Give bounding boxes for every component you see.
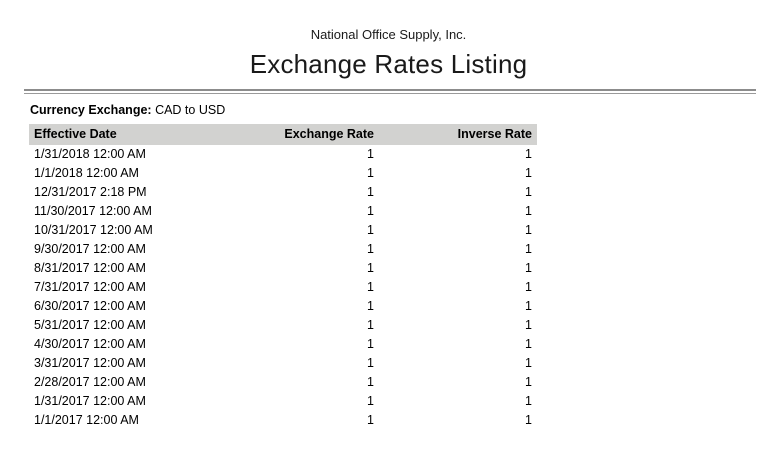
exchange-rate-cell: 1: [367, 394, 374, 409]
table-row: 6/30/2017 12:00 AM 1 1: [29, 297, 537, 316]
inverse-rate-cell: 1: [525, 356, 532, 371]
inverse-rate-cell: 1: [525, 223, 532, 238]
inverse-rate-cell: 1: [525, 299, 532, 314]
exchange-rate-cell: 1: [367, 223, 374, 238]
effective-date-cell: 10/31/2017 12:00 AM: [34, 223, 153, 238]
table-row: 12/31/2017 2:18 PM 1 1: [29, 183, 537, 202]
company-name: National Office Supply, Inc.: [310, 27, 467, 42]
effective-date-cell: 1/1/2017 12:00 AM: [34, 413, 139, 428]
table-row: 11/30/2017 12:00 AM 1 1: [29, 202, 537, 221]
effective-date-cell: 1/1/2018 12:00 AM: [34, 166, 139, 181]
report-page: National Office Supply, Inc. Exchange Ra…: [24, 27, 777, 430]
exchange-rate-cell: 1: [367, 375, 374, 390]
effective-date-cell: 5/31/2017 12:00 AM: [34, 318, 146, 333]
effective-date-cell: 2/28/2017 12:00 AM: [34, 375, 146, 390]
table-row: 2/28/2017 12:00 AM 1 1: [29, 373, 537, 392]
effective-date-cell: 11/30/2017 12:00 AM: [34, 204, 152, 219]
table-row: 10/31/2017 12:00 AM 1 1: [29, 221, 537, 240]
table-row: 5/31/2017 12:00 AM 1 1: [29, 316, 537, 335]
table-row: 9/30/2017 12:00 AM 1 1: [29, 240, 537, 259]
currency-exchange-line: Currency Exchange: CAD to USD: [30, 103, 777, 118]
inverse-rate-cell: 1: [525, 413, 532, 428]
inverse-rate-cell: 1: [525, 242, 532, 257]
exchange-rate-cell: 1: [367, 280, 374, 295]
table-row: 4/30/2017 12:00 AM 1 1: [29, 335, 537, 354]
double-rule-divider: [24, 88, 756, 94]
inverse-rate-cell: 1: [525, 280, 532, 295]
effective-date-cell: 9/30/2017 12:00 AM: [34, 242, 146, 257]
rates-table: Effective Date Exchange Rate Inverse Rat…: [29, 123, 537, 430]
inverse-rate-cell: 1: [525, 337, 532, 352]
effective-date-cell: 8/31/2017 12:00 AM: [34, 261, 146, 276]
exchange-rate-cell: 1: [367, 413, 374, 428]
currency-exchange-value: CAD to USD: [155, 102, 226, 117]
table-row: 1/1/2018 12:00 AM 1 1: [29, 164, 537, 183]
rates-table-header: Effective Date Exchange Rate Inverse Rat…: [29, 123, 537, 145]
effective-date-cell: 12/31/2017 2:18 PM: [34, 185, 147, 200]
inverse-rate-cell: 1: [525, 375, 532, 390]
header-row: Effective Date Exchange Rate Inverse Rat…: [29, 123, 537, 145]
effective-date-cell: 3/31/2017 12:00 AM: [34, 356, 146, 371]
table-row: 8/31/2017 12:00 AM 1 1: [29, 259, 537, 278]
exchange-rate-cell: 1: [367, 166, 374, 181]
inverse-rate-cell: 1: [525, 204, 532, 219]
column-header-effective-date: Effective Date: [29, 123, 269, 145]
exchange-rate-cell: 1: [367, 185, 374, 200]
inverse-rate-cell: 1: [525, 166, 532, 181]
table-row: 1/31/2018 12:00 AM 1 1: [29, 145, 537, 164]
effective-date-cell: 1/31/2018 12:00 AM: [34, 147, 146, 162]
effective-date-cell: 7/31/2017 12:00 AM: [34, 280, 146, 295]
column-header-inverse-rate: Inverse Rate: [379, 123, 537, 145]
exchange-rate-cell: 1: [367, 356, 374, 371]
table-row: 1/31/2017 12:00 AM 1 1: [29, 392, 537, 411]
exchange-rate-cell: 1: [367, 337, 374, 352]
effective-date-cell: 6/30/2017 12:00 AM: [34, 299, 146, 314]
effective-date-cell: 1/31/2017 12:00 AM: [34, 394, 146, 409]
inverse-rate-cell: 1: [525, 261, 532, 276]
report-title: Exchange Rates Listing: [249, 48, 528, 79]
inverse-rate-cell: 1: [525, 394, 532, 409]
currency-exchange-label: Currency Exchange:: [30, 102, 152, 117]
inverse-rate-cell: 1: [525, 185, 532, 200]
rates-table-body: 1/31/2018 12:00 AM 1 1 1/1/2018 12:00 AM 1 1 1…: [29, 145, 537, 430]
column-header-exchange-rate: Exchange Rate: [269, 123, 379, 145]
exchange-rate-cell: 1: [367, 261, 374, 276]
table-row: 7/31/2017 12:00 AM 1 1: [29, 278, 537, 297]
inverse-rate-cell: 1: [525, 318, 532, 333]
exchange-rate-cell: 1: [367, 318, 374, 333]
effective-date-cell: 4/30/2017 12:00 AM: [34, 337, 146, 352]
table-row: 3/31/2017 12:00 AM 1 1: [29, 354, 537, 373]
inverse-rate-cell: 1: [525, 147, 532, 162]
exchange-rate-cell: 1: [367, 204, 374, 219]
table-row: 1/1/2017 12:00 AM 1 1: [29, 411, 537, 430]
exchange-rate-cell: 1: [367, 147, 374, 162]
exchange-rate-cell: 1: [367, 242, 374, 257]
exchange-rate-cell: 1: [367, 299, 374, 314]
